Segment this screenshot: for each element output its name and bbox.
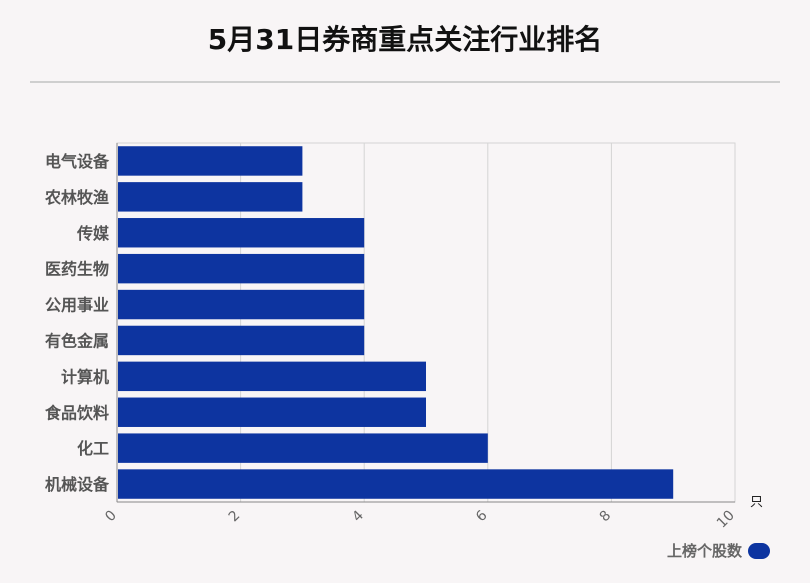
x-tick-label: 6 [473,507,491,525]
x-tick-label: 0 [102,508,120,526]
bar [118,361,426,392]
x-tick-label: 2 [226,508,244,526]
x-axis-unit: 只 [750,495,763,510]
bar [118,218,365,248]
y-category-label: 公用事业 [45,296,109,315]
x-tick-label: 10 [714,508,738,532]
y-category-label: 传媒 [76,224,110,243]
bar [118,469,674,499]
y-category-label: 食品饮料 [44,403,109,422]
chart-title: 5月31日券商重点关注行业排名 [207,23,603,56]
y-category-label: 机械设备 [45,475,110,494]
y-category-label: 农林牧渔 [44,188,109,207]
bar [118,325,365,356]
y-category-label: 化工 [77,439,109,458]
y-category-label: 有色金属 [45,331,109,350]
bar [118,182,303,212]
legend[interactable]: 上榜个股数 [667,540,770,561]
bar [118,397,426,427]
x-tick-label: 4 [349,507,367,525]
bar [118,146,303,176]
legend-label: 上榜个股数 [666,542,742,560]
y-category-label: 医药生物 [45,260,109,279]
y-category-label: 电气设备 [45,152,110,171]
legend-swatch [748,542,770,559]
bar [118,253,365,284]
x-tick-label: 8 [597,508,615,526]
bar [118,289,365,320]
bar [118,433,488,463]
title-divider [30,81,780,83]
y-category-label: 计算机 [61,367,109,386]
